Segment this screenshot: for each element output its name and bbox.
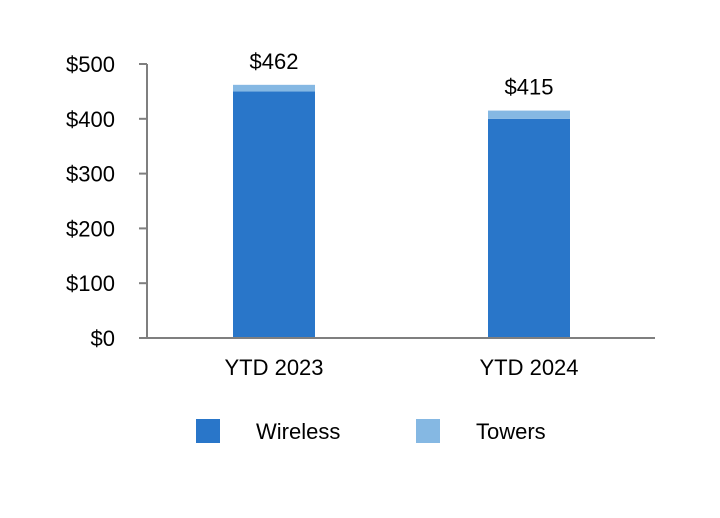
bar-towers-2 [488, 110, 570, 119]
y-tick-label: $500 [66, 52, 115, 77]
total-label: $415 [505, 75, 554, 100]
y-tick-label: $400 [66, 107, 115, 132]
y-tick-label: $300 [66, 162, 115, 187]
y-tick-label: $0 [91, 326, 115, 351]
bar-towers-1 [233, 84, 315, 92]
legend-label-towers: Towers [476, 419, 546, 444]
x-category-label: YTD 2024 [479, 355, 578, 380]
axes-group [146, 64, 655, 339]
legend-swatch-towers [416, 419, 440, 443]
total-label: $462 [250, 49, 299, 74]
bar-wireless-1 [233, 91, 315, 339]
legend-label-wireless: Wireless [256, 419, 340, 444]
bar-wireless-2 [488, 118, 570, 338]
y-axis-ticks: $0 $100 $200 $300 $400 $500 [66, 52, 147, 351]
legend-swatch-wireless [196, 419, 220, 443]
x-category-label: YTD 2023 [224, 355, 323, 380]
bars-group [233, 84, 570, 339]
y-tick-label: $200 [66, 216, 115, 241]
y-tick-label: $100 [66, 271, 115, 296]
legend: Wireless Towers [196, 419, 546, 444]
total-labels-group: $462 $415 [250, 49, 554, 100]
x-axis-labels: YTD 2023 YTD 2024 [224, 355, 578, 380]
